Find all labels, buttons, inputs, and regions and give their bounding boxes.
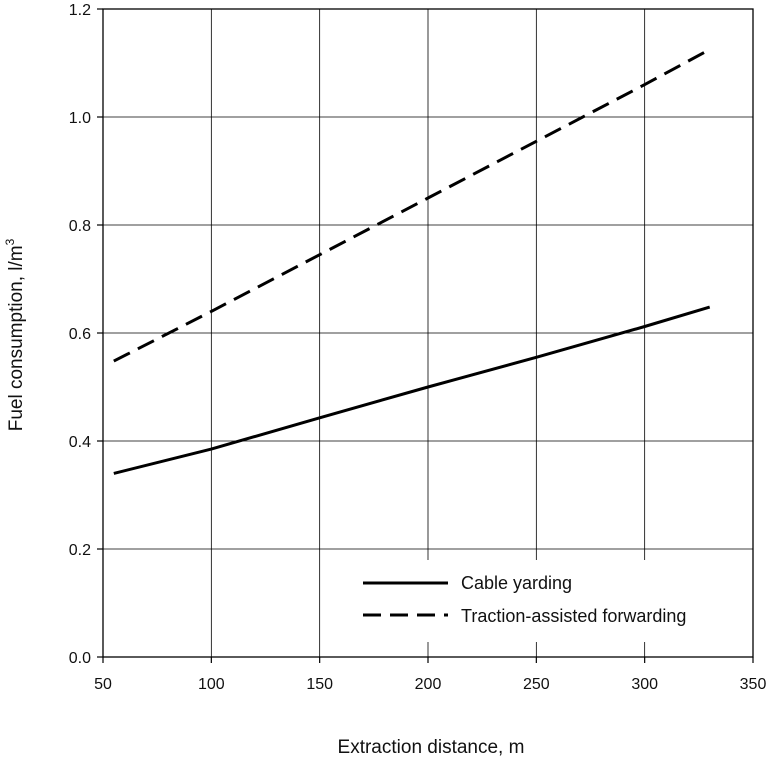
x-axis-title: Extraction distance, m [338,737,525,758]
y-axis-ticks: 0.0 0.2 0.4 0.6 0.8 1.0 1.2 [69,2,103,667]
x-tick-label-150: 150 [306,676,333,693]
x-tick-label-200: 200 [415,676,442,693]
grid [103,9,753,657]
legend-label-cable-yarding: Cable yarding [461,573,572,593]
y-tick-label-6: 1.2 [69,2,91,19]
y-tick-label-4: 0.8 [69,218,91,235]
series-group [113,48,711,475]
y-tick-label-2: 0.4 [69,434,91,451]
x-tick-label-350: 350 [740,676,767,693]
x-tick-label-250: 250 [523,676,550,693]
y-axis-title-text: Fuel consumption, l/m [6,245,27,431]
series-line-traction-assisted-forwarding [113,48,711,363]
legend-label-traction-assisted-forwarding: Traction-assisted forwarding [461,606,686,626]
legend: Cable yarding Traction-assisted forwardi… [363,573,686,626]
y-tick-label-0: 0.0 [69,650,91,667]
series-line-cable-yarding [113,305,711,475]
x-tick-label-300: 300 [631,676,658,693]
x-tick-label-50: 50 [94,676,112,693]
y-tick-label-5: 1.0 [69,110,91,127]
x-tick-label-100: 100 [198,676,225,693]
y-axis-title: Fuel consumption, l/m3 [3,238,27,431]
y-tick-label-3: 0.6 [69,326,91,343]
y-axis-title-superscript: 3 [3,238,17,245]
x-axis-ticks: 50 100 150 200 250 300 350 [94,657,766,693]
legend-background [340,560,735,642]
y-tick-label-1: 0.2 [69,542,91,559]
